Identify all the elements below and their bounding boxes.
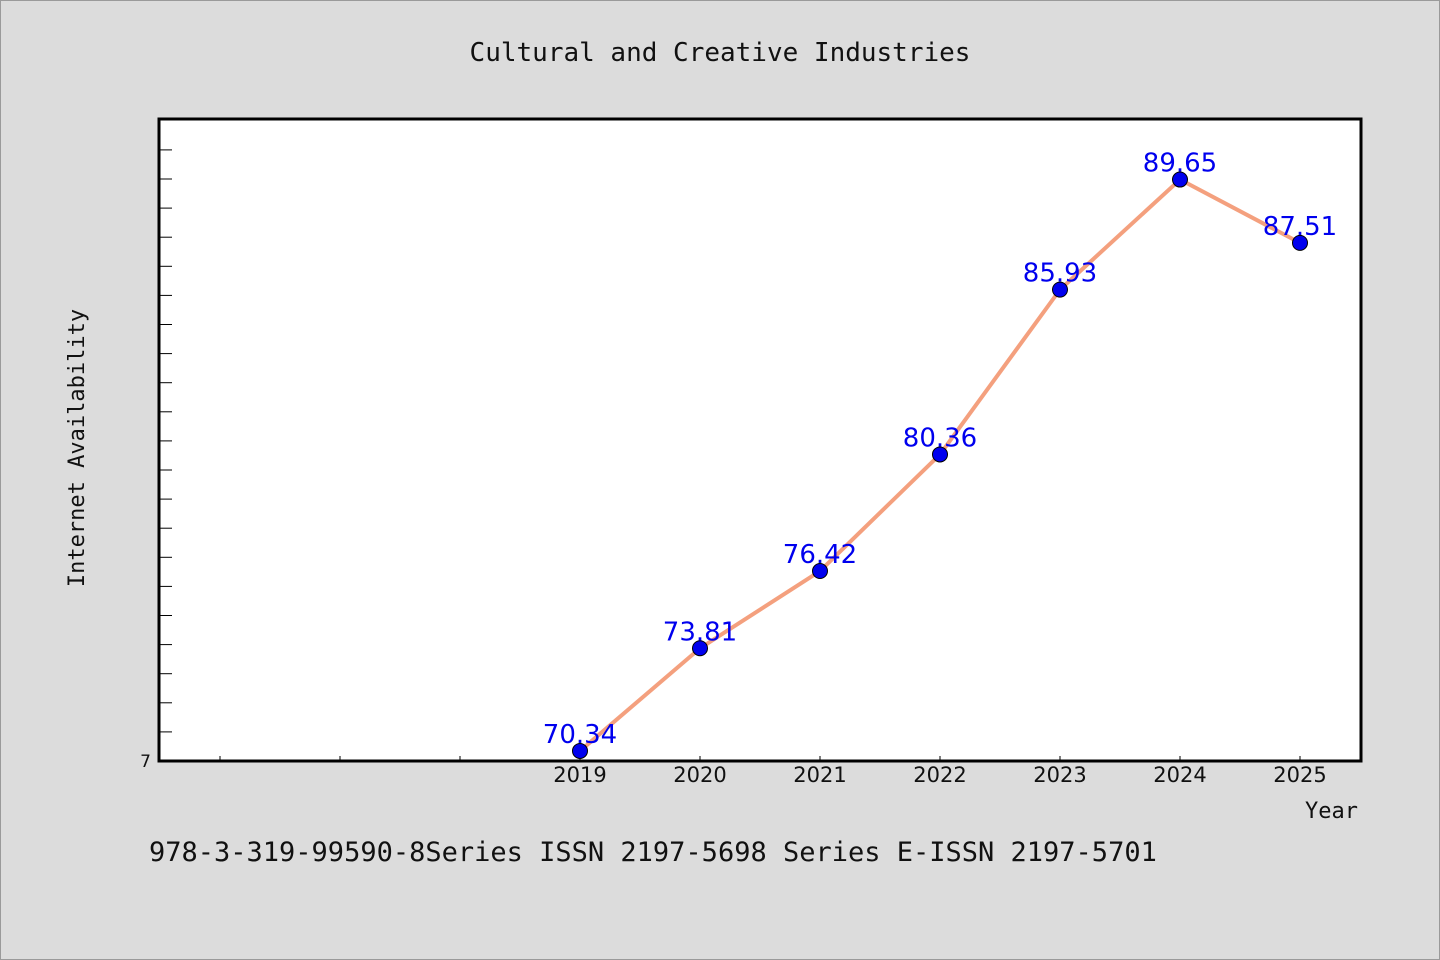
data-point — [812, 563, 828, 580]
x-tick-label: 2024 — [1153, 763, 1206, 787]
data-label: 76.42 — [783, 540, 857, 570]
data-point — [692, 640, 708, 657]
y-axis-ticks — [159, 149, 172, 762]
x-tick-label: 2019 — [553, 763, 606, 787]
data-point — [932, 446, 948, 463]
chart-title: Cultural and Creative Industries — [470, 38, 971, 68]
x-axis-label: Year — [1305, 799, 1358, 824]
data-point — [1052, 281, 1068, 298]
data-point — [1172, 171, 1188, 188]
y-tick-label: 7 — [140, 752, 151, 772]
y-axis-tick-labels: 7 — [140, 752, 151, 772]
data-point — [1292, 234, 1308, 251]
footer-text: 978-3-319-99590-8Series ISSN 2197-5698 S… — [149, 837, 1157, 868]
data-label: 73.81 — [663, 617, 737, 647]
x-tick-label: 2023 — [1033, 763, 1086, 787]
x-axis-tick-labels: 2019 2020 2021 2022 2023 2024 2025 — [553, 763, 1326, 787]
data-label-group: 70.34 73.81 76.42 80.36 85.93 89.65 87.51 — [543, 149, 1337, 750]
x-tick-label: 2025 — [1273, 763, 1326, 787]
data-label: 70.34 — [543, 720, 617, 750]
data-label: 85.93 — [1023, 259, 1097, 289]
x-tick-label: 2021 — [793, 763, 846, 787]
y-axis-label: Internet Availability — [65, 309, 90, 587]
data-label: 87.51 — [1263, 212, 1337, 242]
marker-group — [572, 171, 1308, 759]
data-label: 80.36 — [903, 423, 977, 453]
x-tick-label: 2022 — [913, 763, 966, 787]
data-label: 89.65 — [1143, 149, 1217, 179]
data-point — [572, 742, 588, 759]
plot-area — [157, 117, 1363, 763]
x-tick-label: 2020 — [673, 763, 726, 787]
